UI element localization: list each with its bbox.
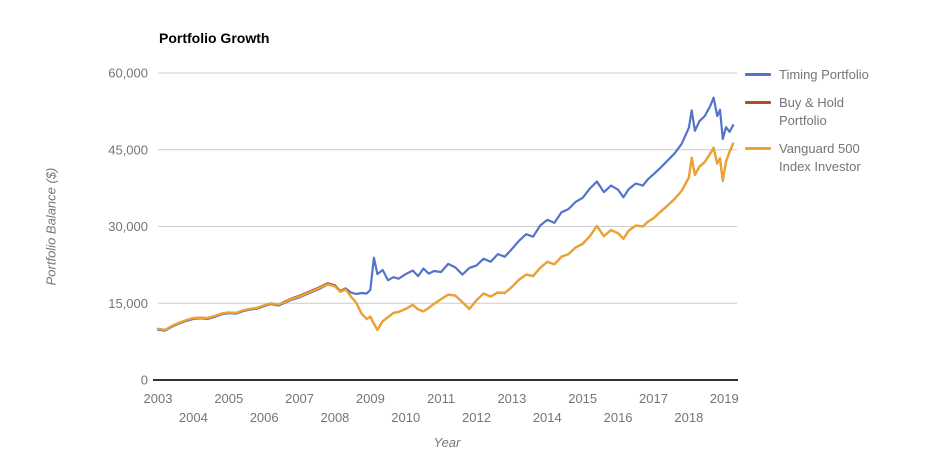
- x-tick-label: 2014: [533, 410, 562, 425]
- x-tick-label: 2013: [497, 391, 526, 406]
- x-tick-label: 2018: [674, 410, 703, 425]
- legend-swatch-icon: [745, 73, 771, 76]
- y-tick-label: 15,000: [108, 296, 148, 311]
- x-tick-label: 2019: [710, 391, 739, 406]
- y-tick-label: 60,000: [108, 66, 148, 81]
- legend-item-timing-portfolio: Timing Portfolio: [745, 66, 930, 84]
- chart-title: Portfolio Growth: [159, 30, 270, 46]
- x-axis-title: Year: [433, 435, 461, 450]
- x-tick-label: 2015: [568, 391, 597, 406]
- y-tick-label: 30,000: [108, 219, 148, 234]
- line-buy-hold-portfolio: [156, 142, 735, 331]
- legend-swatch-icon: [745, 101, 771, 104]
- line-vanguard-500-index-investor: [156, 142, 735, 331]
- x-tick-label: 2004: [179, 410, 208, 425]
- chart-legend: Timing Portfolio Buy & Hold Portfolio Vang…: [745, 66, 930, 176]
- x-tick-label: 2007: [285, 391, 314, 406]
- x-tick-label: 2016: [604, 410, 633, 425]
- legend-item-buy-hold-portfolio: Buy & Hold Portfolio: [745, 94, 930, 130]
- legend-label: Buy & Hold Portfolio: [779, 95, 845, 128]
- y-tick-label: 45,000: [108, 142, 148, 157]
- legend-swatch-icon: [745, 147, 771, 150]
- x-tick-label: 2010: [391, 410, 420, 425]
- y-axis-title: Portfolio Balance ($): [43, 167, 59, 286]
- x-tick-label: 2012: [462, 410, 491, 425]
- x-tick-label: 2008: [320, 410, 349, 425]
- y-tick-label: 0: [141, 373, 148, 388]
- legend-item-vanguard-500-index-investor: Vanguard 500 Index Investor: [745, 140, 930, 176]
- legend-label: Timing Portfolio: [779, 67, 869, 82]
- x-tick-label: 2005: [214, 391, 243, 406]
- x-tick-label: 2011: [427, 391, 455, 406]
- x-tick-label: 2017: [639, 391, 668, 406]
- legend-label: Vanguard 500 Index Investor: [779, 141, 861, 174]
- x-tick-label: 2009: [356, 391, 385, 406]
- x-tick-label: 2006: [250, 410, 279, 425]
- x-tick-label: 2003: [144, 391, 173, 406]
